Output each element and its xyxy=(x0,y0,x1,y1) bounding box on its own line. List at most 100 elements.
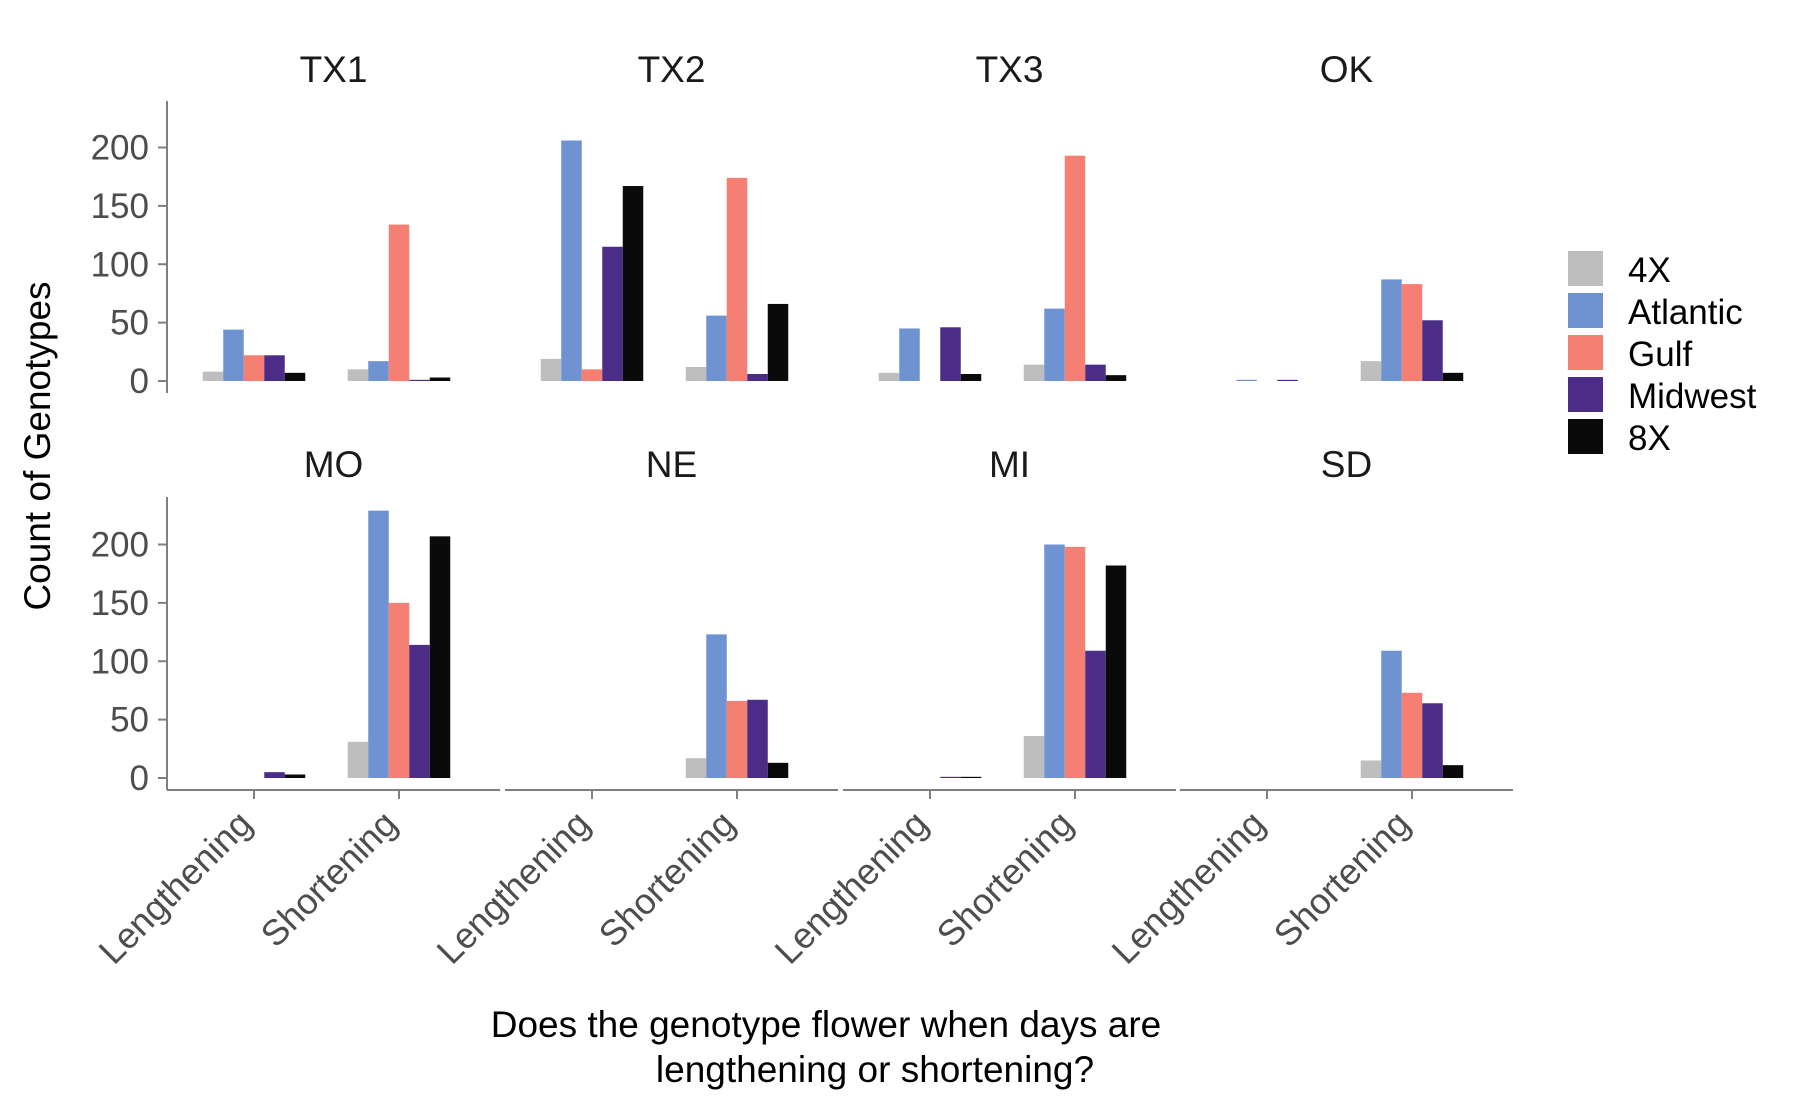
panel-title-mi: MI xyxy=(989,444,1030,485)
legend-key-midwest xyxy=(1568,377,1603,412)
bar-ne-shortening-gulf xyxy=(726,700,748,778)
x-tick-label-shortening: Shortening xyxy=(591,803,743,955)
bar-tx3-lengthening-midwest xyxy=(940,327,961,381)
bar-tx3-lengthening-8x xyxy=(960,374,982,381)
bar-tx1-shortening-midwest xyxy=(409,379,430,381)
bar-tx3-shortening-atlantic xyxy=(1044,308,1065,382)
bar-sd-shortening-atlantic xyxy=(1381,650,1402,778)
legend-key-4x xyxy=(1568,251,1603,286)
legend-label-8x: 8X xyxy=(1628,419,1671,458)
y-tick-label: 50 xyxy=(110,701,149,740)
bar-tx1-lengthening-4x xyxy=(202,371,224,381)
bar-tx2-lengthening-gulf xyxy=(581,369,603,381)
bar-tx1-lengthening-8x xyxy=(284,372,306,381)
panel-ok: OK xyxy=(1236,49,1464,381)
bar-ne-shortening-8x xyxy=(767,762,789,778)
legend-key-8x xyxy=(1568,419,1603,454)
legend-item-8x: 8X xyxy=(1568,419,1671,458)
bar-tx3-lengthening-atlantic xyxy=(899,328,920,381)
panel-title-ok: OK xyxy=(1320,49,1374,90)
y-tick-label: 50 xyxy=(110,304,149,343)
legend-item-atlantic: Atlantic xyxy=(1568,293,1743,332)
bar-tx2-lengthening-midwest xyxy=(602,246,623,381)
x-tick-label-shortening: Shortening xyxy=(253,803,405,955)
bar-tx1-shortening-8x xyxy=(429,377,451,381)
panel-title-ne: NE xyxy=(646,444,697,485)
bar-mo-shortening-gulf xyxy=(388,602,410,779)
x-tick-label-lengthening: Lengthening xyxy=(91,803,260,972)
bar-tx1-lengthening-atlantic xyxy=(223,329,244,381)
bar-tx2-lengthening-4x xyxy=(540,358,562,381)
bar-tx1-lengthening-midwest xyxy=(264,355,285,381)
panel-title-tx3: TX3 xyxy=(976,49,1044,90)
bar-mi-shortening-4x xyxy=(1023,735,1045,778)
bar-tx3-shortening-4x xyxy=(1023,364,1045,381)
bar-ok-shortening-8x xyxy=(1442,372,1464,381)
panel-tx3: TX3 xyxy=(878,49,1127,382)
bar-mi-lengthening-8x xyxy=(960,776,982,778)
bar-tx3-lengthening-4x xyxy=(878,372,900,381)
legend-label-atlantic: Atlantic xyxy=(1628,293,1743,332)
y-tick-label: 200 xyxy=(91,129,149,168)
bar-ok-shortening-midwest xyxy=(1422,320,1443,381)
bar-tx1-lengthening-gulf xyxy=(243,355,265,381)
bar-ok-shortening-atlantic xyxy=(1381,279,1402,381)
bar-tx2-shortening-midwest xyxy=(747,374,768,381)
bar-mi-shortening-atlantic xyxy=(1044,544,1065,778)
bar-tx2-lengthening-atlantic xyxy=(561,140,582,381)
panel-title-tx1: TX1 xyxy=(300,49,368,90)
bar-mi-shortening-8x xyxy=(1105,565,1127,778)
bar-mo-lengthening-midwest xyxy=(264,772,285,778)
bar-ne-shortening-atlantic xyxy=(706,634,727,778)
y-tick-label: 100 xyxy=(91,245,149,284)
bar-tx3-shortening-8x xyxy=(1105,375,1127,381)
bar-tx2-shortening-4x xyxy=(685,366,707,381)
y-tick-label: 0 xyxy=(130,759,149,798)
legend-label-4x: 4X xyxy=(1628,251,1671,290)
bar-tx3-shortening-gulf xyxy=(1064,155,1086,381)
bar-ok-lengthening-midwest xyxy=(1277,379,1298,381)
bar-tx3-shortening-midwest xyxy=(1085,364,1106,381)
y-tick-label: 150 xyxy=(91,187,149,226)
x-tick-label-lengthening: Lengthening xyxy=(767,803,936,972)
bar-tx2-shortening-gulf xyxy=(726,177,748,381)
bar-mi-shortening-midwest xyxy=(1085,650,1106,778)
x-tick-label-shortening: Shortening xyxy=(929,803,1081,955)
bar-sd-shortening-8x xyxy=(1442,765,1464,778)
x-axis-title-line-1: Does the genotype flower when days are xyxy=(491,1004,1162,1045)
y-tick-label: 100 xyxy=(91,642,149,681)
panel-tx2: TX2 xyxy=(540,49,789,381)
bar-tx2-shortening-8x xyxy=(767,303,789,381)
bar-mo-shortening-8x xyxy=(429,536,451,778)
panel-tx1: TX1 0 50 100 150 200 xyxy=(91,49,451,401)
bar-mo-lengthening-8x xyxy=(284,774,306,778)
bar-sd-shortening-gulf xyxy=(1401,692,1423,778)
x-tick-label-lengthening: Lengthening xyxy=(1104,803,1273,972)
panel-title-mo: MO xyxy=(304,444,364,485)
bar-tx2-lengthening-8x xyxy=(622,186,644,381)
y-tick-label: 0 xyxy=(130,362,149,401)
legend-item-midwest: Midwest xyxy=(1568,377,1757,416)
x-axis-title-line-2: lengthening or shortening? xyxy=(656,1049,1094,1090)
bar-tx1-shortening-4x xyxy=(347,369,369,381)
bar-ok-shortening-gulf xyxy=(1401,284,1423,381)
bar-sd-shortening-4x xyxy=(1360,760,1382,778)
legend-item-4x: 4X xyxy=(1568,251,1671,290)
bar-sd-shortening-midwest xyxy=(1422,703,1443,778)
bar-mo-shortening-atlantic xyxy=(368,510,389,778)
bar-ok-lengthening-atlantic xyxy=(1236,379,1257,381)
bar-ok-shortening-4x xyxy=(1360,361,1382,381)
facet-panels: TX1 0 50 100 150 200 TX2 TX3 OK MO 0 50 100 150 200 Len… xyxy=(91,49,1513,972)
bar-tx1-shortening-atlantic xyxy=(368,361,389,381)
legend-label-gulf: Gulf xyxy=(1628,335,1692,374)
legend-key-gulf xyxy=(1568,335,1603,370)
legend-label-midwest: Midwest xyxy=(1628,377,1757,416)
panel-title-sd: SD xyxy=(1321,444,1372,485)
y-tick-label: 200 xyxy=(91,526,149,565)
legend-key-atlantic xyxy=(1568,293,1603,328)
